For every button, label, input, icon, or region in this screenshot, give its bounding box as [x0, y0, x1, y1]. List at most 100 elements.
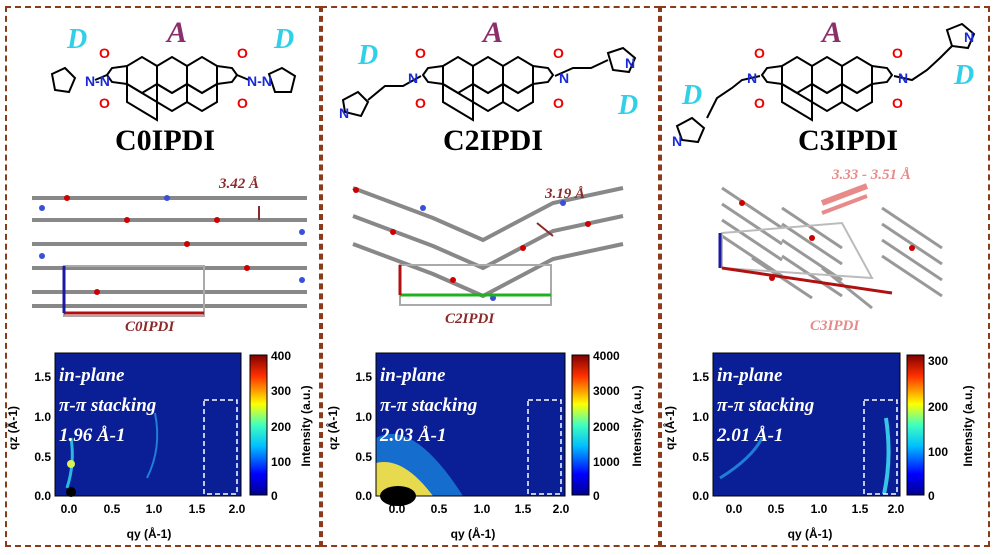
svg-text:O: O	[754, 95, 765, 111]
svg-text:O: O	[237, 45, 248, 61]
svg-text:1.0: 1.0	[811, 502, 828, 516]
stacking-distance: 3.42 Å	[218, 176, 259, 192]
svg-text:O: O	[237, 95, 248, 111]
y-axis: 1.5 1.0 0.5 0.0 qz (Å-1)	[662, 370, 709, 503]
svg-text:O: O	[892, 95, 903, 111]
nitrogen-atoms: N N N N	[339, 55, 635, 121]
svg-text:0.0: 0.0	[692, 489, 709, 503]
svg-text:1.0: 1.0	[474, 502, 491, 516]
svg-text:2000: 2000	[593, 420, 620, 434]
svg-text:N: N	[672, 133, 682, 149]
svg-text:1000: 1000	[593, 455, 620, 469]
svg-text:Intensity (a.u.): Intensity (a.u.)	[630, 385, 644, 466]
giwaxs-label-stacking: π-π stacking	[59, 395, 156, 416]
molecule-title: C2IPDI	[443, 124, 543, 157]
svg-text:qz (Å-1): qz (Å-1)	[662, 406, 677, 450]
panel-c3ipdi-graphic: A D D O O O O N N N N C3IPDI	[662, 16, 976, 541]
svg-text:1.0: 1.0	[146, 502, 163, 516]
giwaxs-label-inplane: in-plane	[59, 365, 125, 386]
acceptor-label: A	[820, 16, 842, 49]
svg-text:O: O	[892, 45, 903, 61]
unit-cell-label: C2IPDI	[445, 311, 495, 327]
svg-text:O: O	[99, 95, 110, 111]
svg-text:0.5: 0.5	[431, 502, 448, 516]
svg-text:100: 100	[271, 455, 291, 469]
giwaxs-label-stacking: π-π stacking	[380, 395, 477, 416]
colorbar: 400 300 200 100 0 Intensity (a.u.)	[249, 349, 313, 503]
molecule-title: C0IPDI	[115, 124, 215, 157]
svg-text:qz (Å-1): qz (Å-1)	[325, 406, 340, 450]
stacking-distance: 3.19 Å	[544, 186, 585, 202]
oxygen-atoms: O O O O	[415, 45, 564, 111]
pdi-core-structure	[341, 46, 637, 122]
svg-text:1.0: 1.0	[355, 410, 372, 424]
oxygen-atoms: O O O O	[99, 45, 248, 111]
giwaxs-label-distance: 1.96 Å-1	[59, 425, 126, 446]
crystal-packing	[32, 195, 307, 317]
panel-c0ipdi: A D D O O O O N-N N-N C0IPDI	[5, 6, 321, 547]
crystal-packing	[718, 183, 943, 310]
svg-text:N-N: N-N	[247, 73, 272, 89]
x-axis: 0.0 0.5 1.0 1.5 2.0 qy (Å-1)	[726, 502, 905, 541]
svg-text:qy (Å-1): qy (Å-1)	[451, 526, 496, 541]
svg-text:0.0: 0.0	[726, 502, 743, 516]
y-axis: 1.5 1.0 0.5 0.0 qz (Å-1)	[5, 370, 51, 503]
donor-label-left: D	[681, 80, 702, 111]
svg-text:2.0: 2.0	[553, 502, 570, 516]
giwaxs-map	[54, 352, 242, 497]
svg-text:Intensity (a.u.): Intensity (a.u.)	[961, 385, 975, 466]
x-axis: 0.0 0.5 1.0 1.5 2.0 qy (Å-1)	[389, 502, 570, 541]
svg-text:0: 0	[928, 489, 935, 503]
oxygen-atoms: O O O O	[754, 45, 903, 111]
stacking-distance: 3.33 - 3.51 Å	[831, 167, 911, 183]
svg-text:Intensity (a.u.): Intensity (a.u.)	[299, 385, 313, 466]
donor-label-right: D	[273, 24, 294, 55]
svg-text:200: 200	[271, 420, 291, 434]
svg-text:qy (Å-1): qy (Å-1)	[788, 526, 833, 541]
molecule-title: C3IPDI	[798, 124, 898, 157]
svg-text:O: O	[99, 45, 110, 61]
svg-text:O: O	[415, 45, 426, 61]
svg-text:0.5: 0.5	[34, 450, 51, 464]
giwaxs-label-distance: 2.01 Å-1	[716, 425, 784, 446]
colorbar: 300 200 100 0 Intensity (a.u.)	[906, 354, 975, 503]
nitrogen-atoms: N N N N	[672, 29, 974, 149]
svg-text:N: N	[964, 29, 974, 45]
svg-text:2.0: 2.0	[888, 502, 905, 516]
pdi-core-structure	[675, 22, 976, 144]
svg-text:O: O	[553, 45, 564, 61]
acceptor-label: A	[165, 16, 187, 49]
svg-text:400: 400	[271, 349, 291, 363]
svg-text:N: N	[747, 70, 757, 86]
svg-text:1.0: 1.0	[34, 410, 51, 424]
svg-text:0.0: 0.0	[355, 489, 372, 503]
svg-text:0.0: 0.0	[34, 489, 51, 503]
svg-text:1.5: 1.5	[34, 370, 51, 384]
svg-text:4000: 4000	[593, 349, 620, 363]
svg-text:N: N	[339, 105, 349, 121]
svg-text:0.0: 0.0	[61, 502, 78, 516]
svg-text:N: N	[898, 70, 908, 86]
svg-text:1.5: 1.5	[189, 502, 206, 516]
svg-text:O: O	[553, 95, 564, 111]
svg-text:1.5: 1.5	[692, 370, 709, 384]
svg-text:100: 100	[928, 445, 948, 459]
svg-text:300: 300	[271, 384, 291, 398]
colorbar: 4000 3000 2000 1000 0 Intensity (a.u.)	[571, 349, 644, 503]
giwaxs-label-stacking: π-π stacking	[717, 395, 814, 416]
svg-text:N-N: N-N	[85, 73, 110, 89]
svg-text:qy (Å-1): qy (Å-1)	[127, 526, 172, 541]
svg-text:3000: 3000	[593, 384, 620, 398]
svg-text:1.5: 1.5	[355, 370, 372, 384]
svg-text:N: N	[559, 70, 569, 86]
giwaxs-label-inplane: in-plane	[380, 365, 446, 386]
donor-label-right: D	[617, 90, 638, 121]
donor-label-left: D	[357, 40, 378, 71]
giwaxs-map	[375, 352, 566, 506]
giwaxs-label-inplane: in-plane	[717, 365, 783, 386]
crystal-packing	[352, 186, 624, 306]
acceptor-label: A	[481, 16, 503, 49]
svg-text:0.5: 0.5	[355, 450, 372, 464]
svg-text:1.5: 1.5	[515, 502, 532, 516]
svg-text:qz (Å-1): qz (Å-1)	[5, 406, 20, 450]
